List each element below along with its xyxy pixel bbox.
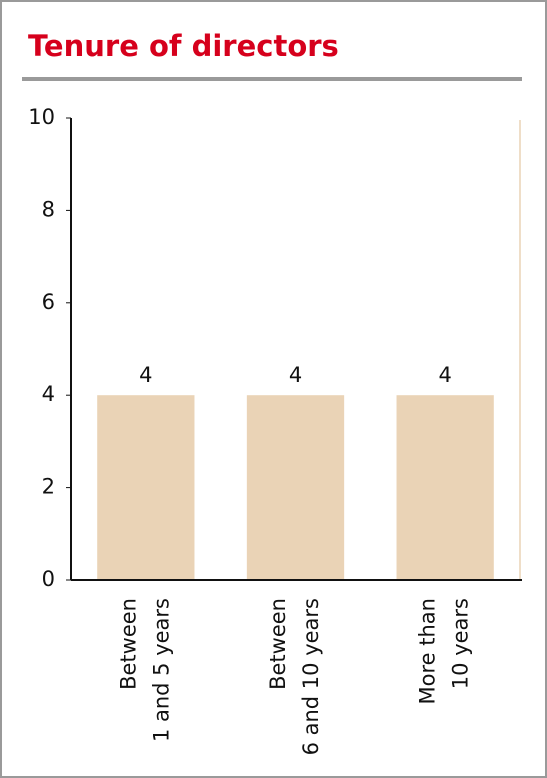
x-tick-label: 1 and 5 years: [149, 598, 173, 742]
y-tick-label: 0: [42, 567, 55, 591]
x-tick-label: 6 and 10 years: [299, 598, 323, 755]
title-rule: [22, 77, 522, 81]
x-tick-label: Between: [116, 598, 140, 690]
x-tick-label: More than: [416, 598, 440, 704]
bar: [246, 395, 345, 580]
bar: [97, 395, 195, 580]
y-tick-label: 2: [42, 475, 55, 499]
x-tick-label: 10 years: [449, 598, 473, 689]
x-tick-label: Between: [266, 598, 290, 690]
value-label: 4: [289, 363, 302, 387]
bar: [396, 395, 494, 580]
chart-title: Tenure of directors: [28, 29, 339, 63]
value-label: 4: [438, 363, 451, 387]
y-tick-label: 6: [42, 290, 55, 314]
y-tick-label: 10: [28, 105, 55, 129]
value-label: 4: [139, 363, 152, 387]
y-tick-label: 4: [42, 382, 55, 406]
y-tick-label: 8: [42, 197, 55, 221]
